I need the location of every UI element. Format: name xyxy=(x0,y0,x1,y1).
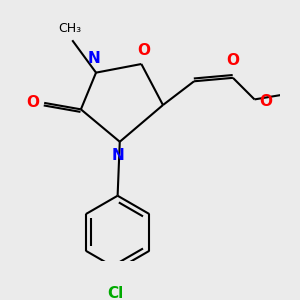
Text: CH₃: CH₃ xyxy=(58,22,82,35)
Text: N: N xyxy=(88,51,100,66)
Text: N: N xyxy=(111,148,124,163)
Text: O: O xyxy=(260,94,273,109)
Text: Cl: Cl xyxy=(107,286,124,300)
Text: O: O xyxy=(226,53,239,68)
Text: O: O xyxy=(26,94,39,110)
Text: O: O xyxy=(137,43,150,58)
